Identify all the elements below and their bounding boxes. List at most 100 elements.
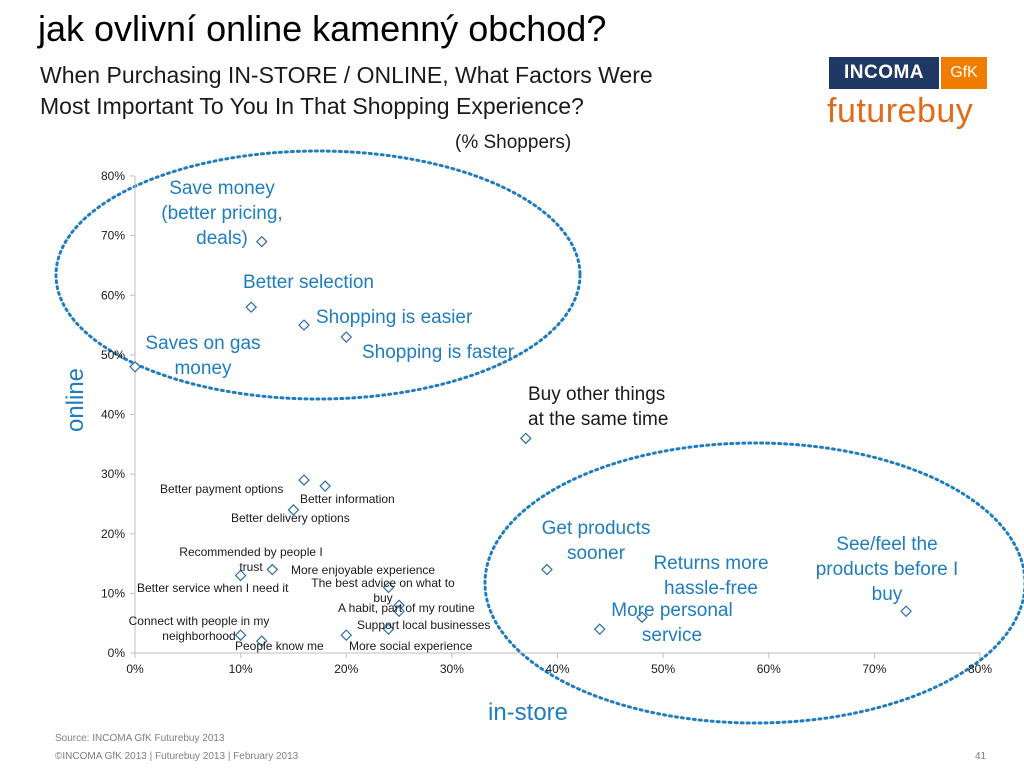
point-label: The best advice on what to buy (311, 576, 455, 605)
data-point (234, 569, 247, 582)
point-label-line: Connect with people in my (129, 614, 270, 628)
axes: 0% 10% 20% 30% 40% 50% 60% 70% 80% 0% 10% 20% 30% 40%… (62, 169, 992, 726)
point-label-line: deals) (196, 228, 248, 249)
point-label-line: Buy other things (528, 384, 665, 405)
point-label: Better delivery options (231, 511, 350, 525)
data-point (266, 563, 279, 576)
data-point (636, 611, 648, 624)
y-tick-label: 80% (101, 169, 125, 183)
instore-cluster-ellipse (483, 441, 1024, 725)
x-tick-label: 30% (440, 662, 464, 676)
data-point (255, 235, 268, 248)
point-label: Get products sooner (542, 518, 651, 564)
point-label: Buy other things at the same time (528, 384, 668, 430)
point-label-line: Shopping is easier (316, 307, 473, 328)
online-cluster-ellipse (54, 149, 582, 401)
gfk-logo: GfK (941, 57, 987, 89)
y-tick-label: 50% (101, 348, 125, 362)
data-point (593, 623, 606, 635)
futurebuy-logo: futurebuy (827, 92, 974, 130)
x-tick-label: 20% (334, 662, 358, 676)
point-label-line: Support local businesses (357, 618, 490, 632)
point-label: Better selection (243, 272, 374, 293)
point-label: More social experience (349, 639, 473, 653)
question-line-1: When Purchasing IN-STORE / ONLINE, What … (40, 62, 653, 88)
page-number: 41 (975, 751, 987, 762)
point-label-line: The best advice on what to (311, 576, 455, 590)
point-label-line: sooner (567, 543, 626, 564)
point-label: Saves on gas money (145, 333, 260, 379)
data-point (298, 474, 310, 486)
point-label-line: Better service when I need it (137, 581, 289, 595)
x-tick-label: 50% (651, 662, 675, 676)
y-tick-label: 20% (101, 527, 125, 541)
point-label: See/feel the products before I buy (816, 534, 959, 605)
point-label: Shopping is easier (316, 307, 473, 328)
incoma-logo: INCOMA (829, 57, 939, 89)
point-label: More personal service (611, 600, 732, 646)
y-tick-label: 30% (101, 467, 125, 481)
point-label-line: hassle-free (664, 578, 758, 599)
data-point (129, 360, 141, 373)
point-label-line: Returns more (653, 553, 768, 574)
data-point (287, 504, 300, 516)
x-tick-label: 10% (229, 662, 253, 676)
x-tick-label: 0% (126, 662, 144, 676)
point-label: Shopping is faster (362, 342, 515, 363)
data-point (393, 605, 405, 618)
data-point (382, 623, 395, 635)
data-point (245, 301, 258, 314)
y-tick-label: 40% (101, 408, 125, 422)
data-point (319, 480, 331, 492)
source-note: Source: INCOMA GfK Futurebuy 2013 (55, 733, 225, 744)
question-line-2: Most Important To You In That Shopping E… (40, 93, 584, 119)
copyright-note: ©INCOMA GfK 2013 | Futurebuy 2013 | Febr… (55, 751, 299, 762)
chart-question: When Purchasing IN-STORE / ONLINE, What … (40, 60, 653, 122)
point-label: People know me (235, 639, 324, 653)
data-point (298, 319, 310, 331)
data-point (255, 635, 268, 647)
point-label-line: Better selection (243, 272, 374, 293)
y-tick-label: 0% (108, 646, 126, 660)
y-tick-label: 70% (101, 229, 125, 243)
point-labels: Save money (better pricing, deals) Better s… (129, 178, 959, 653)
x-tick-label: 80% (968, 662, 992, 676)
data-point (382, 581, 395, 594)
y-tick-label: 10% (101, 586, 125, 600)
point-label-line: buy (872, 584, 903, 605)
point-label-line: A habit, part of my routine (338, 601, 475, 615)
point-label-line: Shopping is faster (362, 342, 515, 363)
point-label-line: People know me (235, 639, 324, 653)
point-label-line: Better information (300, 492, 395, 506)
x-tick-label: 40% (545, 662, 569, 676)
chart-subtitle: (% Shoppers) (455, 132, 572, 153)
point-label: Connect with people in my neighborhood (129, 614, 270, 643)
data-point (519, 432, 532, 445)
point-label-line: money (174, 358, 232, 379)
point-label-line: Get products (542, 518, 651, 539)
point-label-line: Better payment options (160, 482, 283, 496)
point-label: Better information (300, 492, 395, 506)
slide-title: jak ovlivní online kamenný obchod? (38, 8, 607, 49)
point-label-line: (better pricing, (161, 203, 282, 224)
point-label: More enjoyable experience (291, 563, 435, 577)
point-label-line: Recommended by people I (179, 545, 322, 559)
y-tick-label: 60% (101, 288, 125, 302)
data-points (129, 235, 912, 647)
point-label-line: More enjoyable experience (291, 563, 435, 577)
point-label: Save money (better pricing, deals) (161, 178, 282, 249)
data-point (340, 331, 353, 343)
y-axis-title: online (62, 368, 89, 432)
data-point (340, 629, 353, 641)
point-label: A habit, part of my routine (338, 601, 475, 615)
point-label-line: products before I (816, 559, 959, 580)
x-tick-label: 60% (757, 662, 781, 676)
point-label: Returns more hassle-free (653, 553, 768, 599)
point-label: Support local businesses (357, 618, 490, 632)
point-label: Better service when I need it (137, 581, 289, 595)
point-label-line: service (642, 625, 702, 646)
point-label-line: More social experience (349, 639, 473, 653)
point-label-line: More personal (611, 600, 732, 621)
